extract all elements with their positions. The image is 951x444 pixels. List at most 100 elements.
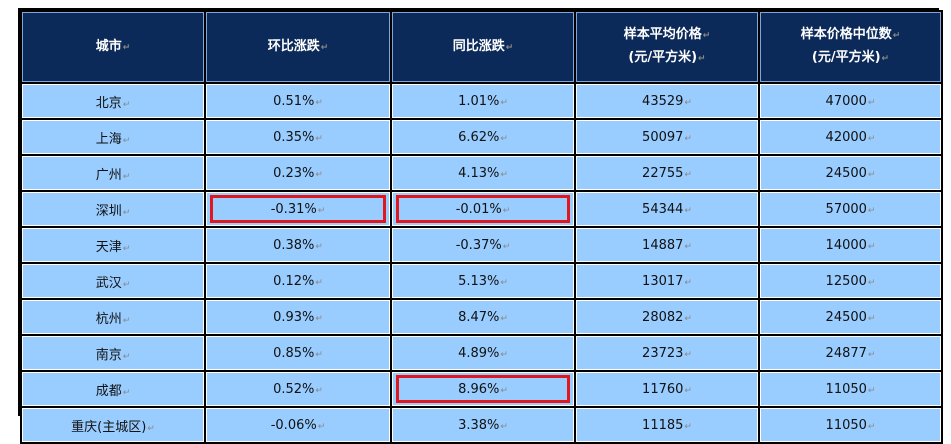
cell-city: 深圳↵ (22, 192, 204, 226)
cell-value: -0.31% (270, 201, 317, 217)
cell-value: 57000 (825, 201, 867, 217)
paragraph-mark-icon: ↵ (122, 279, 131, 290)
cell-median-price: 14000↵ (760, 228, 941, 262)
cell-mom: 0.85%↵ (206, 336, 390, 370)
cell-city: 武汉↵ (22, 264, 204, 298)
table-row: 北京↵ 0.51%↵ 1.01%↵ 43529↵ 47000↵ (22, 84, 941, 118)
cell-yoy: 3.38%↵ (392, 408, 574, 442)
paragraph-mark-icon: ↵ (147, 423, 155, 434)
cell-yoy: -0.01%↵ (392, 192, 574, 226)
cell-city: 南京↵ (22, 336, 204, 370)
price-table-frame: 城市↵ 环比涨跌↵ 同比涨跌↵ 样本平均价格↵ (元/平方米)↵ 样本价格中位数↵… (18, 8, 943, 444)
paragraph-mark-icon: ↵ (867, 169, 876, 180)
cell-value: 50097 (642, 129, 684, 145)
paragraph-mark-icon: ↵ (502, 205, 511, 216)
paragraph-mark-icon: ↵ (867, 349, 876, 360)
paragraph-mark-icon: ↵ (122, 351, 131, 362)
cell-value: 13017 (642, 273, 684, 289)
paragraph-mark-icon: ↵ (684, 421, 692, 432)
cell-value: 0.51% (273, 93, 315, 109)
paragraph-mark-icon: ↵ (500, 277, 508, 288)
cell-avg-price: 11760↵ (576, 372, 758, 406)
paragraph-mark-icon: ↵ (698, 54, 706, 64)
cell-value: 14000 (825, 237, 867, 253)
cell-value: 0.12% (273, 273, 315, 289)
cell-value: -0.37% (455, 237, 502, 253)
cell-avg-price: 13017↵ (576, 264, 758, 298)
cell-city: 重庆(主城区)↵ (22, 408, 204, 442)
table-row: 南京↵ 0.85%↵ 4.89%↵ 23723↵ 24877↵ (22, 336, 941, 370)
cell-value: 0.52% (273, 381, 315, 397)
paragraph-mark-icon: ↵ (315, 277, 323, 288)
paragraph-mark-icon: ↵ (315, 133, 323, 144)
cell-value: 广州 (95, 167, 122, 183)
paragraph-mark-icon: ↵ (684, 133, 692, 144)
cell-avg-price: 43529↵ (576, 84, 758, 118)
cell-value: 0.35% (273, 129, 315, 145)
cell-value: 0.38% (273, 237, 315, 253)
cell-value: 12500 (825, 273, 867, 289)
paragraph-mark-icon: ↵ (500, 313, 508, 324)
paragraph-mark-icon: ↵ (867, 205, 876, 216)
paragraph-mark-icon: ↵ (684, 241, 692, 252)
table-row: 深圳↵ -0.31%↵ -0.01%↵ 54344↵ 57000↵ (22, 192, 941, 226)
paragraph-mark-icon: ↵ (684, 313, 692, 324)
paragraph-mark-icon: ↵ (867, 313, 876, 324)
cell-avg-price: 22755↵ (576, 156, 758, 190)
paragraph-mark-icon: ↵ (315, 313, 323, 324)
cell-value: 天津 (95, 239, 122, 255)
cell-value: 11185 (642, 417, 684, 433)
cell-value: 11760 (642, 381, 684, 397)
cell-city: 天津↵ (22, 228, 204, 262)
paragraph-mark-icon: ↵ (122, 99, 131, 110)
paragraph-mark-icon: ↵ (122, 171, 131, 182)
cell-value: 8.47% (458, 309, 500, 325)
paragraph-mark-icon: ↵ (892, 31, 901, 41)
paragraph-mark-icon: ↵ (684, 277, 692, 288)
cell-avg-price: 11185↵ (576, 408, 758, 442)
cell-value: 1.01% (458, 93, 500, 109)
cell-city: 成都↵ (22, 372, 204, 406)
paragraph-mark-icon: ↵ (867, 241, 876, 252)
table-row: 武汉↵ 0.12%↵ 5.13%↵ 13017↵ 12500↵ (22, 264, 941, 298)
cell-yoy: 4.89%↵ (392, 336, 574, 370)
cell-value: 0.85% (273, 345, 315, 361)
paragraph-mark-icon: ↵ (867, 421, 876, 432)
cell-median-price: 12500↵ (760, 264, 941, 298)
cell-avg-price: 28082↵ (576, 300, 758, 334)
cell-median-price: 42000↵ (760, 120, 941, 154)
paragraph-mark-icon: ↵ (122, 387, 131, 398)
cell-value: 42000 (825, 129, 867, 145)
cell-yoy: 8.96%↵ (392, 372, 574, 406)
paragraph-mark-icon: ↵ (881, 54, 890, 64)
cell-avg-price: 54344↵ (576, 192, 758, 226)
paragraph-mark-icon: ↵ (684, 169, 692, 180)
cell-value: 0.23% (273, 165, 315, 181)
table-row: 上海↵ 0.35%↵ 6.62%↵ 50097↵ 42000↵ (22, 120, 941, 154)
cell-median-price: 47000↵ (760, 84, 941, 118)
cell-value: 0.93% (273, 309, 315, 325)
cell-value: 14887 (642, 237, 684, 253)
cell-value: 54344 (642, 201, 684, 217)
table-row: 杭州↵ 0.93%↵ 8.47%↵ 28082↵ 24500↵ (22, 300, 941, 334)
paragraph-mark-icon: ↵ (122, 42, 131, 53)
paragraph-mark-icon: ↵ (500, 385, 508, 396)
cell-mom: 0.23%↵ (206, 156, 390, 190)
cell-value: 杭州 (95, 311, 122, 327)
cell-value: 4.13% (458, 165, 500, 181)
paragraph-mark-icon: ↵ (867, 385, 876, 396)
paragraph-mark-icon: ↵ (500, 97, 508, 108)
cell-value: 6.62% (458, 129, 500, 145)
header-mom: 环比涨跌↵ (206, 12, 390, 82)
table-row: 成都↵ 0.52%↵ 8.96%↵ 11760↵ 11050↵ (22, 372, 941, 406)
paragraph-mark-icon: ↵ (122, 243, 131, 254)
paragraph-mark-icon: ↵ (315, 385, 323, 396)
cell-value: 武汉 (95, 275, 122, 291)
paragraph-mark-icon: ↵ (500, 169, 508, 180)
cell-value: 11050 (825, 381, 867, 397)
paragraph-mark-icon: ↵ (122, 135, 131, 146)
paragraph-mark-icon: ↵ (122, 315, 131, 326)
header-median-price: 样本价格中位数↵ (元/平方米)↵ (760, 12, 941, 82)
header-avg-price: 样本平均价格↵ (元/平方米)↵ (576, 12, 758, 82)
cell-value: 8.96% (458, 381, 500, 397)
